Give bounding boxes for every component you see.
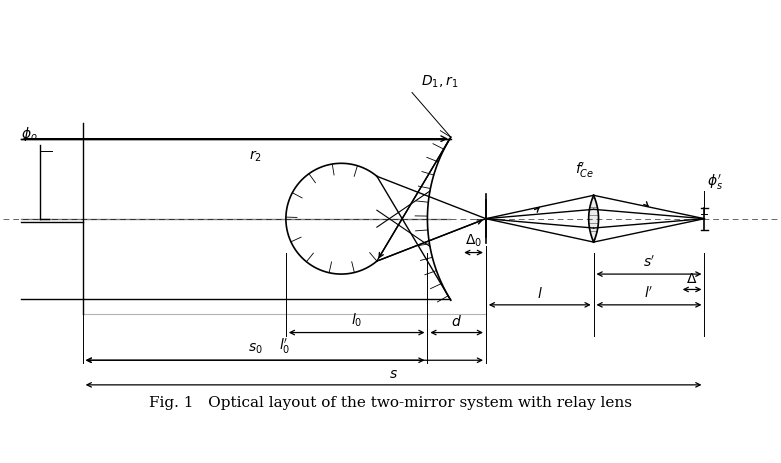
Text: $\phi_o$: $\phi_o$	[21, 125, 38, 143]
Text: $f_{Ce}'$: $f_{Ce}'$	[575, 160, 594, 179]
Text: $\Delta_0$: $\Delta_0$	[465, 232, 482, 248]
Text: $l$: $l$	[537, 285, 543, 300]
Text: $s_0$: $s_0$	[248, 341, 262, 356]
Text: $s'$: $s'$	[643, 254, 655, 269]
Text: $l_0$: $l_0$	[351, 311, 362, 328]
Text: $l'$: $l'$	[644, 285, 654, 300]
Text: Fig. 1   Optical layout of the two-mirror system with relay lens: Fig. 1 Optical layout of the two-mirror …	[149, 395, 632, 410]
Text: $l_0'$: $l_0'$	[279, 337, 290, 356]
Text: $D_1, r_1$: $D_1, r_1$	[421, 74, 458, 90]
Text: $r_2$: $r_2$	[249, 149, 262, 164]
Text: $s$: $s$	[389, 366, 398, 380]
Text: $\Delta$: $\Delta$	[686, 272, 697, 286]
Text: $d$: $d$	[451, 313, 462, 328]
Text: $\phi_s'$: $\phi_s'$	[708, 172, 723, 192]
